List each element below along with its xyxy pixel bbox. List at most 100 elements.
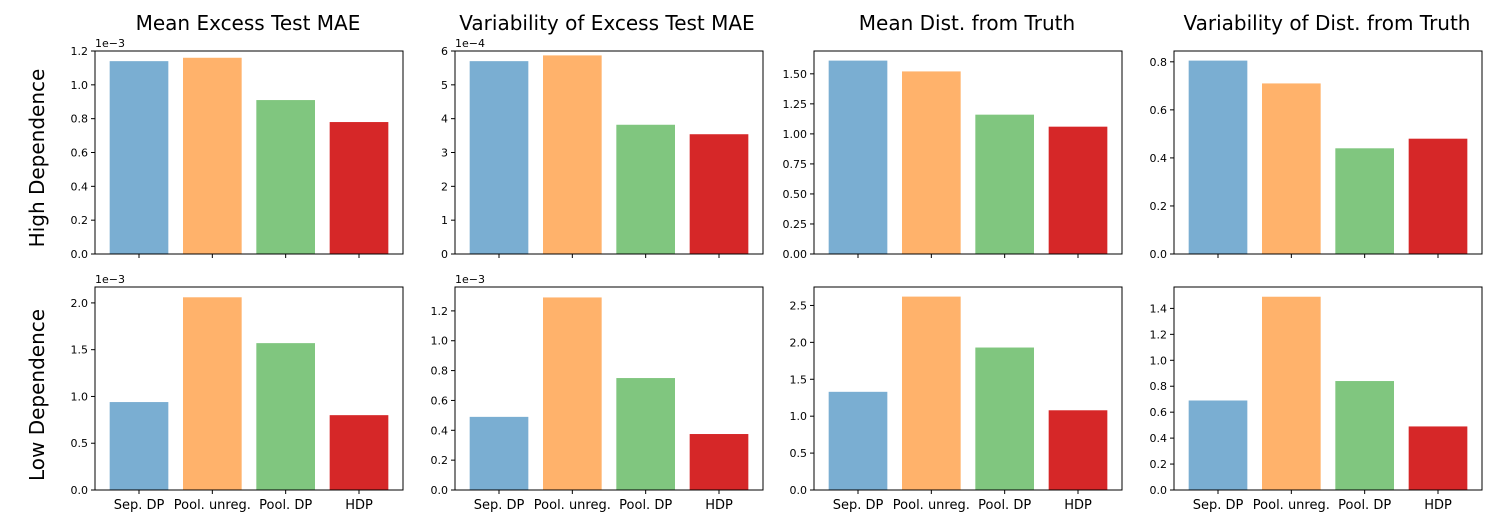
y-tick-label: 3: [441, 147, 448, 160]
y-tick-label: 2.5: [790, 299, 808, 312]
y-offset-label: 1e−3: [455, 273, 485, 286]
y-tick-label: 0.0: [71, 484, 89, 497]
axes-frame: [94, 50, 404, 255]
y-tick-label: 1.50: [783, 68, 808, 81]
y-tick-label: 4: [441, 113, 448, 126]
y-tick-label: 1.0: [1150, 354, 1168, 367]
panel-high-variability-of-excess-test-mae: 0 1 2 3 4 5 6 1e−4: [441, 37, 764, 261]
axes-frame: [813, 286, 1123, 491]
panel-low-variability-of-dist-from-truth: Sep. DP Pool. unreg. Pool. DP HDP 0.0 0.2 0.4 0…: [1150, 286, 1483, 513]
y-tick-label: 0.8: [431, 365, 449, 378]
y-tick-label: 0.0: [431, 484, 449, 497]
bar-sep-dp: [469, 416, 529, 490]
bar-pool-dp: [1335, 381, 1394, 490]
bar-pool-dp: [256, 343, 315, 490]
panel-low-mean-dist-from-truth: Sep. DP Pool. unreg. Pool. DP HDP 0.0 0.5 1.0 1…: [790, 286, 1123, 513]
y-tick-label: 2: [441, 180, 448, 193]
bar-sep-dp: [828, 60, 888, 254]
panel-low-mean-excess-test-mae: Sep. DP Pool. unreg. Pool. DP HDP 0.0 0.5 1.0 1…: [71, 273, 404, 513]
y-tick-label: 0.6: [431, 394, 449, 407]
y-tick-label: 1.0: [71, 79, 89, 92]
x-tick-label: Pool. unreg.: [174, 498, 251, 513]
bar-pool-unreg: [543, 297, 602, 490]
x-tick-label: Sep. DP: [114, 498, 165, 513]
panel-high-variability-of-dist-from-truth: 0.0 0.2 0.4 0.6 0.8: [1150, 50, 1483, 261]
bar-sep-dp: [469, 61, 529, 255]
y-tick-label: 1.25: [783, 98, 808, 111]
bar-pool-unreg: [183, 297, 242, 490]
y-tick-label: 0.75: [783, 158, 808, 171]
y-tick-label: 0.2: [431, 454, 449, 467]
x-tick-label: Pool. unreg.: [534, 498, 611, 513]
bar-hdp: [329, 122, 389, 254]
y-tick-label: 1.2: [71, 45, 89, 58]
y-tick-label: 2.0: [71, 297, 89, 310]
axes-frame: [813, 50, 1123, 255]
x-tick-label: HDP: [1424, 498, 1452, 513]
y-tick-label: 1.5: [790, 373, 808, 386]
y-tick-label: 0.2: [71, 214, 89, 227]
x-tick-label: Pool. unreg.: [1253, 498, 1330, 513]
y-tick-label: 1.00: [783, 128, 808, 141]
y-tick-label: 0.0: [1150, 248, 1168, 261]
y-tick-label: 0.5: [790, 447, 808, 460]
y-tick-label: 1.2: [431, 305, 449, 318]
y-offset-label: 1e−3: [95, 37, 125, 50]
y-tick-label: 0.25: [783, 218, 808, 231]
row-label-low: Low Dependence: [25, 309, 49, 481]
y-tick-label: 1.0: [790, 410, 808, 423]
y-tick-label: 1.4: [1150, 302, 1168, 315]
bar-sep-dp: [109, 402, 169, 490]
bar-hdp: [689, 134, 749, 254]
x-tick-label: Sep. DP: [833, 498, 884, 513]
y-tick-label: 0.2: [1150, 458, 1168, 471]
y-tick-label: 0.4: [1150, 432, 1168, 445]
bar-sep-dp: [109, 61, 169, 255]
panel-low-variability-of-excess-test-mae: Sep. DP Pool. unreg. Pool. DP HDP 0.0 0.2 0.4 0…: [431, 273, 764, 513]
bar-pool-unreg: [543, 55, 602, 255]
y-offset-label: 1e−4: [455, 37, 485, 50]
y-tick-label: 0.8: [1150, 56, 1168, 69]
y-tick-label: 0.6: [71, 147, 89, 160]
axes-frame: [1173, 286, 1483, 491]
y-tick-label: 0.0: [1150, 484, 1168, 497]
y-tick-label: 0.00: [783, 248, 808, 261]
column-title-2: Variability of Excess Test MAE: [459, 11, 754, 35]
bar-pool-unreg: [902, 71, 961, 254]
bar-pool-unreg: [1262, 83, 1321, 255]
x-tick-label: Pool. DP: [1338, 498, 1391, 513]
bar-pool-dp: [1335, 148, 1394, 254]
bar-pool-unreg: [183, 57, 242, 254]
y-tick-label: 0.4: [1150, 152, 1168, 165]
y-tick-label: 5: [441, 79, 448, 92]
bar-sep-dp: [828, 391, 888, 490]
axes-frame: [94, 286, 404, 491]
bar-sep-dp: [1188, 400, 1248, 490]
x-tick-label: Pool. DP: [619, 498, 672, 513]
y-tick-label: 1: [441, 214, 448, 227]
column-title-1: Mean Excess Test MAE: [136, 11, 361, 35]
y-tick-label: 0.0: [71, 248, 89, 261]
panel-high-mean-excess-test-mae: 0.0 0.2 0.4 0.6 0.8 1.0 1.2 1e−3: [71, 37, 404, 261]
axes-frame: [454, 50, 764, 255]
y-tick-label: 0.8: [71, 113, 89, 126]
y-tick-label: 0.0: [790, 484, 808, 497]
y-tick-label: 1.5: [71, 344, 89, 357]
bar-pool-unreg: [902, 296, 961, 490]
bar-pool-dp: [616, 124, 675, 254]
y-tick-label: 1.2: [1150, 328, 1168, 341]
y-tick-label: 0: [441, 248, 448, 261]
y-tick-label: 1.0: [431, 335, 449, 348]
bar-sep-dp: [1188, 60, 1248, 254]
bar-pool-dp: [975, 347, 1034, 490]
bar-hdp: [689, 434, 749, 490]
y-tick-label: 0.8: [1150, 380, 1168, 393]
x-tick-label: Pool. DP: [978, 498, 1031, 513]
x-tick-label: Sep. DP: [1193, 498, 1244, 513]
x-tick-label: Pool. DP: [259, 498, 312, 513]
column-title-4: Variability of Dist. from Truth: [1184, 11, 1471, 35]
x-tick-label: HDP: [345, 498, 373, 513]
bar-pool-dp: [975, 114, 1034, 254]
x-tick-label: HDP: [705, 498, 733, 513]
